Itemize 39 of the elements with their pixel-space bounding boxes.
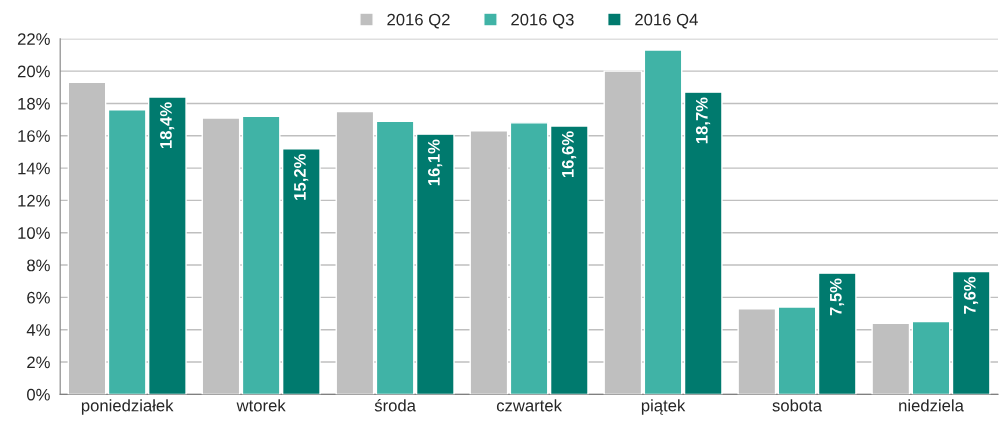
x-tick-label: poniedziałek	[81, 399, 174, 415]
bar	[509, 122, 549, 395]
bar	[911, 320, 951, 395]
x-tick-label: czwartek	[496, 399, 562, 412]
y-tick-label: 22%	[17, 33, 50, 45]
x-tick-label: piątek	[641, 399, 686, 415]
bar	[777, 306, 817, 395]
bar	[643, 49, 683, 395]
data-label: 15,2%	[294, 153, 309, 200]
legend-label: 2016 Q3	[511, 13, 574, 29]
x-tick-label: wtorek	[236, 399, 286, 412]
bar	[375, 120, 415, 395]
data-label: 7,5%	[829, 278, 845, 316]
y-tick-label: 12%	[18, 194, 50, 207]
y-tick-label: 10%	[18, 227, 50, 239]
y-tick-label: 18%	[18, 97, 50, 110]
y-tick-label: 6%	[27, 291, 50, 304]
y-tick-label: 14%	[18, 162, 50, 175]
bar	[817, 272, 857, 395]
x-tick-label: niedziela	[899, 399, 964, 412]
y-tick-label: 16%	[18, 130, 50, 142]
y-tick-label: 20%	[17, 65, 50, 78]
data-label: 18,4%	[160, 102, 175, 149]
legend-label: 2016 Q4	[635, 13, 698, 29]
data-label: 7,6%	[963, 276, 979, 314]
y-tick-label: 0%	[27, 388, 50, 401]
y-tick-label: 2%	[27, 356, 50, 369]
legend-label: 2016 Q2	[387, 13, 450, 29]
bar	[549, 125, 589, 395]
bar	[951, 270, 991, 395]
data-label: 18,7%	[695, 97, 711, 144]
data-label: 16,1%	[427, 139, 443, 186]
x-tick-label: środa	[374, 399, 416, 412]
bar	[683, 91, 723, 395]
data-label: 16,6%	[561, 131, 577, 178]
bar	[415, 133, 455, 395]
y-tick-label: 4%	[26, 324, 50, 336]
y-tick-label: 8%	[27, 259, 50, 272]
x-tick-label: sobota	[772, 399, 823, 412]
